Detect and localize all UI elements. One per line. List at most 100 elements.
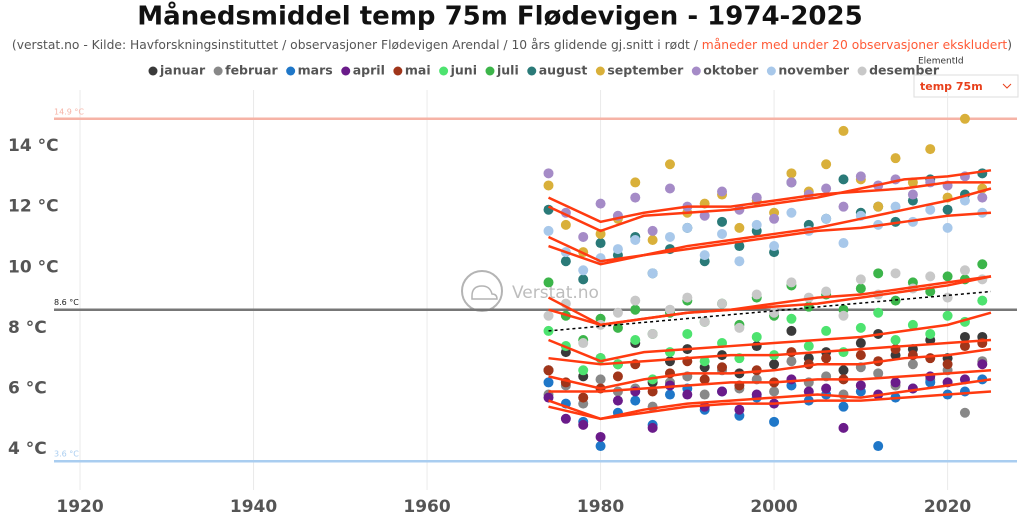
point	[769, 359, 780, 370]
point	[855, 350, 866, 361]
point	[612, 371, 623, 382]
legend-marker	[595, 66, 605, 76]
point	[873, 441, 884, 452]
point	[699, 316, 710, 327]
point	[543, 204, 554, 215]
point	[734, 322, 745, 333]
moving-average	[548, 311, 992, 363]
point	[786, 374, 797, 385]
filter-box[interactable]	[913, 74, 1019, 98]
point	[560, 219, 571, 230]
point	[821, 286, 832, 297]
point	[647, 268, 658, 279]
point	[630, 235, 641, 245]
point	[578, 419, 589, 430]
subtitle: (verstat.no - Kilde: Havforskningsinstit…	[12, 38, 1012, 52]
point	[699, 374, 710, 385]
point	[734, 256, 745, 267]
moving-average	[548, 390, 992, 421]
legend-label: november	[778, 63, 850, 78]
point	[543, 168, 554, 179]
moving-average	[548, 378, 992, 421]
point	[630, 295, 641, 306]
point	[699, 356, 710, 367]
point	[786, 177, 797, 188]
point	[855, 338, 866, 349]
point	[959, 386, 970, 397]
point	[942, 310, 953, 321]
moving-average	[548, 275, 992, 327]
point	[925, 371, 936, 382]
point	[664, 356, 675, 367]
point	[682, 389, 693, 400]
dropdown-arrow[interactable]	[1002, 83, 1012, 89]
point	[821, 183, 832, 194]
point	[977, 192, 988, 203]
point	[821, 159, 832, 170]
subtitle-end: )	[1007, 38, 1012, 52]
x-tick-label: 1960	[403, 497, 450, 517]
legend-label: april	[353, 63, 385, 78]
reference-label: 8.6 °C	[54, 298, 79, 307]
point	[751, 389, 762, 400]
point	[717, 186, 728, 197]
point	[595, 228, 606, 239]
point	[682, 222, 693, 233]
point	[717, 298, 728, 309]
point	[855, 380, 866, 391]
point	[959, 265, 970, 276]
point	[838, 365, 849, 376]
point	[786, 347, 797, 358]
point	[717, 228, 728, 239]
point	[821, 383, 832, 394]
point	[612, 395, 623, 406]
filter-value[interactable]: temp 75m	[920, 80, 983, 93]
point	[942, 271, 953, 282]
point	[543, 392, 554, 403]
point	[664, 183, 675, 194]
point	[890, 335, 901, 345]
point	[838, 347, 849, 358]
legend-label: desember	[869, 63, 940, 78]
series	[543, 195, 988, 279]
point	[751, 219, 762, 230]
point	[595, 374, 606, 385]
point	[751, 192, 762, 203]
point	[959, 331, 970, 342]
point	[942, 359, 953, 370]
legend-marker	[857, 66, 867, 76]
point	[821, 213, 832, 224]
point	[664, 347, 675, 358]
point	[682, 328, 693, 339]
point	[734, 241, 745, 252]
point	[942, 222, 953, 233]
chart-title: Månedsmiddel temp 75m Flødevigen - 1974-…	[137, 0, 862, 32]
x-tick-label: 1940	[230, 497, 277, 517]
point	[803, 341, 814, 352]
reference-label: 14.9 °C	[54, 107, 84, 116]
point	[977, 259, 988, 270]
point	[838, 422, 849, 433]
point	[925, 144, 936, 155]
legend-marker	[485, 66, 495, 76]
point	[821, 325, 832, 336]
point	[838, 201, 849, 212]
point	[543, 277, 554, 288]
point	[925, 204, 936, 215]
point	[769, 416, 780, 427]
point	[647, 225, 658, 236]
point	[578, 274, 589, 285]
point	[977, 359, 988, 370]
point	[855, 274, 866, 285]
legend-label: januar	[159, 63, 206, 78]
legend-label: februar	[225, 63, 278, 78]
point	[769, 213, 780, 224]
watermark: Verstat.no	[461, 270, 599, 312]
point	[630, 304, 641, 315]
point	[682, 292, 693, 303]
point	[699, 389, 710, 400]
point	[925, 353, 936, 364]
x-tick-label: 1920	[56, 497, 103, 517]
point	[786, 356, 797, 367]
point	[630, 395, 641, 406]
